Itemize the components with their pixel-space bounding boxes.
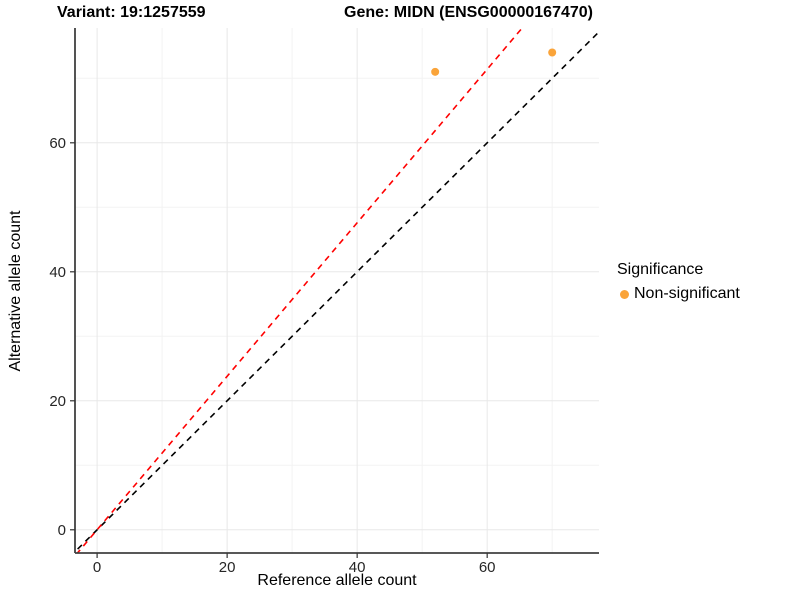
y-tick-label: 40 (49, 264, 66, 281)
x-tick-label: 0 (93, 559, 101, 576)
legend-item-label: Non-significant (634, 285, 740, 302)
data-point (431, 67, 440, 76)
x-axis-label: Reference allele count (257, 572, 417, 589)
abline-layer (75, 28, 599, 553)
legend-point-icon (620, 289, 629, 299)
legend-item-non-significant: Non-significant (617, 285, 740, 303)
y-axis-label: Alternative allele count (7, 210, 24, 372)
gene-title: Gene: MIDN (ENSG00000167470) (344, 4, 593, 21)
x-tick-label: 20 (219, 559, 236, 576)
x-tick-label: 60 (479, 559, 496, 576)
y-tick-label: 20 (49, 393, 66, 410)
identity-line (75, 30, 599, 553)
legend-title: Significance (617, 261, 704, 278)
x-tick-label: 40 (349, 559, 366, 576)
data-point (548, 48, 557, 57)
legend: Significance Non-significant (617, 261, 740, 303)
variant-title: Variant: 19:1257559 (57, 4, 206, 21)
allelic-ratio-line (76, 28, 524, 553)
y-tick-label: 60 (49, 135, 66, 152)
y-tick-label: 0 (58, 522, 66, 539)
